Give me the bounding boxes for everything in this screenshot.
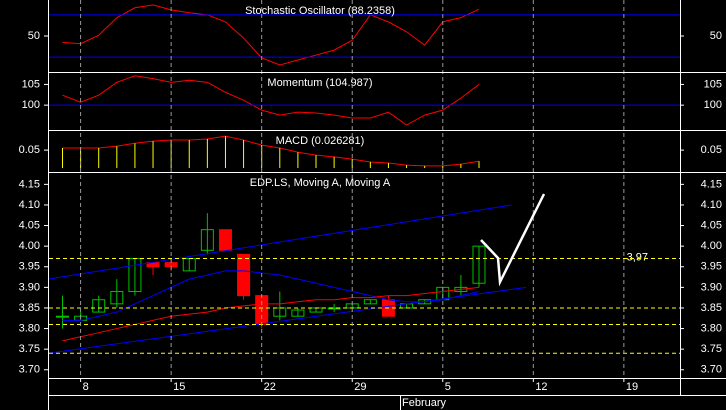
panel-title: Stochastic Oscillator (88.2358)	[245, 5, 395, 17]
x-tick-label: 15	[173, 381, 185, 393]
indicator-line	[62, 4, 480, 66]
y-tick-label: 4.00	[19, 240, 40, 252]
trend-line	[47, 286, 527, 354]
y-tick-label: 4.10	[701, 199, 722, 211]
y-tick-label: 105	[704, 78, 722, 90]
y-tick-label: 50	[28, 30, 40, 42]
y-tick-label: 3.95	[19, 261, 40, 273]
x-tick-label: 19	[626, 381, 638, 393]
y-tick-label: 4.10	[19, 199, 40, 211]
y-tick-label: 4.05	[701, 219, 722, 231]
x-tick-label: 29	[354, 381, 366, 393]
y-tick-label: 100	[22, 99, 40, 111]
x-tick-label: 22	[264, 381, 276, 393]
y-tick-label: 4.15	[19, 178, 40, 190]
trend-line	[47, 204, 512, 280]
moving-average	[62, 286, 480, 342]
y-tick-label: 3.70	[701, 364, 722, 376]
panel-title: Momentum (104.987)	[267, 77, 372, 89]
y-tick-label: 4.15	[701, 178, 722, 190]
y-tick-label: 0.05	[19, 144, 40, 156]
y-tick-label: 0.05	[701, 144, 722, 156]
y-tick-label: 3.95	[701, 261, 722, 273]
x-tick-label: 8	[83, 381, 89, 393]
y-tick-label: 3.70	[19, 364, 40, 376]
moving-average	[62, 270, 480, 321]
x-tick-label: 5	[445, 381, 451, 393]
y-tick-label: 3.80	[701, 322, 722, 334]
y-tick-label: 4.00	[701, 240, 722, 252]
panel-title: MACD (0.026281)	[276, 135, 365, 147]
check-mark	[480, 193, 546, 287]
y-tick-label: 100	[704, 99, 722, 111]
frame	[48, 0, 726, 410]
y-tick-label: 3.80	[19, 322, 40, 334]
x-group-label: February	[402, 397, 447, 409]
y-tick-label: 3.75	[19, 343, 40, 355]
y-tick-label: 3.85	[19, 302, 40, 314]
y-tick-label: 50	[710, 30, 722, 42]
panel-title: EDP.LS, Moving A, Moving A	[250, 177, 391, 189]
y-tick-label: 3.85	[701, 302, 722, 314]
y-tick-label: 4.05	[19, 219, 40, 231]
indicator-line	[62, 75, 480, 126]
y-tick-label: 3.90	[701, 281, 722, 293]
y-tick-label: 3.75	[701, 343, 722, 355]
y-tick-label: 105	[22, 78, 40, 90]
level-label: 3,97	[627, 251, 648, 263]
y-tick-label: 3.90	[19, 281, 40, 293]
macd-line	[62, 135, 480, 167]
x-tick-label: 12	[535, 381, 547, 393]
